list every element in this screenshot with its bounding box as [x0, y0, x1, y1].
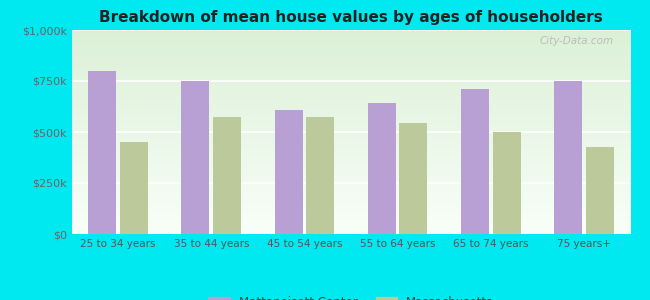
Text: City-Data.com: City-Data.com: [540, 36, 614, 46]
Bar: [274, 110, 302, 234]
Bar: [400, 123, 428, 234]
Bar: [368, 103, 396, 234]
Bar: [213, 117, 241, 234]
Bar: [586, 147, 614, 234]
Bar: [306, 117, 334, 234]
Bar: [554, 81, 582, 234]
Bar: [181, 81, 209, 234]
Bar: [493, 132, 521, 234]
Legend: Mattapoisett Center, Massachusetts: Mattapoisett Center, Massachusetts: [203, 291, 499, 300]
Bar: [461, 89, 489, 234]
Bar: [120, 142, 148, 234]
Title: Breakdown of mean house values by ages of householders: Breakdown of mean house values by ages o…: [99, 10, 603, 25]
Bar: [88, 71, 116, 234]
